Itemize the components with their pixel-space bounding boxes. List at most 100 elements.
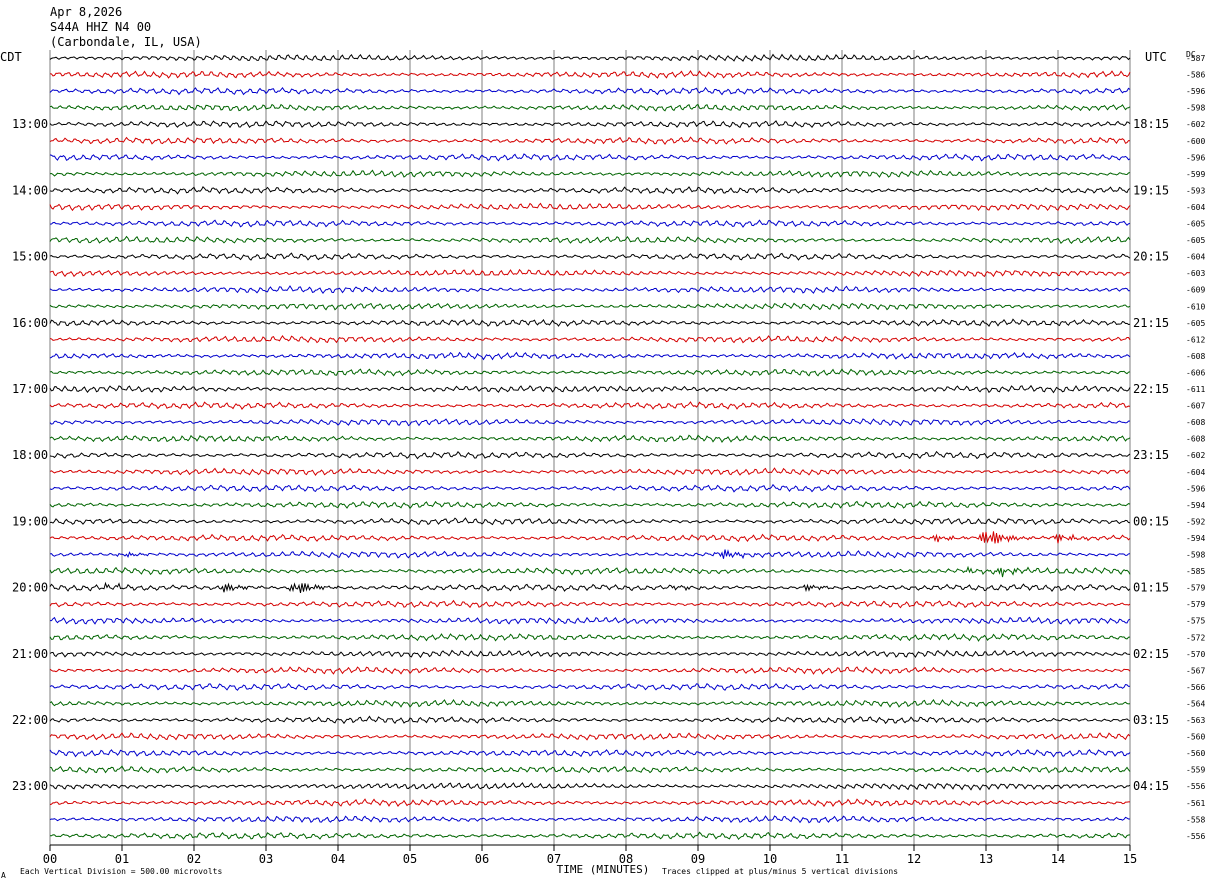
trace-row	[49, 531, 1131, 544]
dc-offset-label: -560	[1186, 749, 1205, 758]
trace-row	[49, 401, 1131, 410]
dc-offset-label: -575	[1186, 617, 1205, 626]
trace-row	[49, 103, 1131, 112]
dc-offset-label: -579	[1186, 584, 1205, 593]
trace-row	[49, 202, 1131, 212]
x-axis-ticks: 00 01 02 03 04 05 06 07 08 09 10 11 12 13 14 15	[43, 845, 1137, 866]
trace-row	[49, 549, 1131, 560]
dc-offset-label: -612	[1186, 335, 1205, 344]
x-tick-label: 10	[763, 852, 777, 866]
dc-offset-label: -585	[1186, 567, 1205, 576]
dc-offset-label: -592	[1186, 517, 1205, 526]
dc-offset-label: -596	[1186, 153, 1205, 162]
dc-offset-label: -558	[1186, 815, 1205, 824]
trace-row	[49, 633, 1131, 642]
dc-offset-label: -608	[1186, 352, 1205, 361]
trace-row	[49, 384, 1131, 394]
dc-offset-label: -572	[1186, 633, 1205, 642]
left-hour-label: 23:00	[12, 779, 48, 793]
dc-offset-label: -604	[1186, 203, 1205, 212]
left-hour-label: 20:00	[12, 581, 48, 595]
left-hour-label: 16:00	[12, 316, 48, 330]
right-hour-label: 20:15	[1133, 250, 1169, 264]
dc-offset-label: -606	[1186, 368, 1205, 377]
trace-row	[49, 581, 1131, 593]
trace-row	[49, 186, 1131, 195]
dc-offset-label: -556	[1186, 782, 1205, 791]
right-hour-label: 18:15	[1133, 117, 1169, 131]
trace-row	[49, 153, 1131, 162]
x-tick-label: 00	[43, 852, 57, 866]
right-hour-label: 23:15	[1133, 448, 1169, 462]
trace-row	[49, 302, 1131, 311]
x-tick-label: 06	[475, 852, 489, 866]
trace-row	[49, 70, 1131, 79]
trace-row	[49, 219, 1131, 228]
left-hour-label: 14:00	[12, 183, 48, 197]
left-hour-label: 17:00	[12, 382, 48, 396]
x-tick-label: 13	[979, 852, 993, 866]
trace-row	[49, 715, 1131, 725]
x-tick-label: 12	[907, 852, 921, 866]
trace-row	[49, 666, 1131, 675]
dc-offset-label: -602	[1186, 120, 1205, 129]
x-tick-label: 11	[835, 852, 849, 866]
right-hour-label: 21:15	[1133, 316, 1169, 330]
trace-row	[49, 334, 1131, 344]
dc-offset-label: -559	[1186, 766, 1205, 775]
trace-row	[49, 368, 1131, 377]
trace-row	[49, 565, 1131, 578]
dc-offset-label: -598	[1186, 104, 1205, 113]
dc-offset-label: -564	[1186, 699, 1205, 708]
dc-offset-label: -610	[1186, 302, 1205, 311]
trace-row	[49, 136, 1131, 146]
dc-offset-label: -605	[1186, 236, 1205, 245]
trace-row	[49, 120, 1131, 129]
trace-row	[49, 418, 1131, 427]
footer-clip-note: Traces clipped at plus/minus 5 vertical …	[662, 867, 898, 876]
x-tick-label: 03	[259, 852, 273, 866]
dc-offset-label: -599	[1186, 170, 1205, 179]
x-tick-label: 15	[1123, 852, 1137, 866]
trace-row	[49, 434, 1131, 444]
x-tick-label: 08	[619, 852, 633, 866]
trace-row	[49, 268, 1131, 278]
seismic-traces	[49, 53, 1131, 841]
right-timezone-label: UTC	[1145, 50, 1167, 64]
dc-offset-label: -611	[1186, 385, 1205, 394]
trace-row	[49, 450, 1131, 460]
dc-offset-label: -593	[1186, 186, 1205, 195]
right-hour-label: 19:15	[1133, 183, 1169, 197]
trace-row	[49, 831, 1131, 841]
dc-offset-label: -603	[1186, 269, 1205, 278]
header-location: (Carbondale, IL, USA)	[50, 35, 202, 49]
dc-offset-labels: -587 -586 -596 -598 -602 -600 -596 -599 -593 -604…	[1186, 54, 1205, 841]
trace-row	[49, 351, 1131, 361]
x-tick-label: 07	[547, 852, 561, 866]
trace-row	[49, 517, 1131, 526]
dc-offset-label: -608	[1186, 418, 1205, 427]
dc-offset-label: -604	[1186, 468, 1205, 477]
left-hour-label: 18:00	[12, 448, 48, 462]
dc-offset-label: -560	[1186, 733, 1205, 742]
trace-row	[49, 86, 1131, 96]
dc-offset-label: -566	[1186, 683, 1205, 692]
trace-row	[49, 483, 1131, 493]
trace-row	[49, 500, 1131, 510]
left-hour-label: 21:00	[12, 647, 48, 661]
dc-offset-label: -586	[1186, 71, 1205, 80]
trace-row	[49, 252, 1131, 261]
left-hour-label: 15:00	[12, 250, 48, 264]
corner-mark: A	[1, 871, 6, 880]
dc-offset-label: -608	[1186, 435, 1205, 444]
trace-row	[49, 53, 1131, 62]
header-date: Apr 8,2026	[50, 5, 122, 19]
left-timezone-label: CDT	[0, 50, 22, 64]
x-tick-label: 05	[403, 852, 417, 866]
dc-offset-label: -596	[1186, 484, 1205, 493]
right-hour-label: 00:15	[1133, 514, 1169, 528]
trace-row	[49, 815, 1131, 824]
trace-row	[49, 782, 1131, 791]
header-station: S44A HHZ N4 00	[50, 20, 151, 34]
